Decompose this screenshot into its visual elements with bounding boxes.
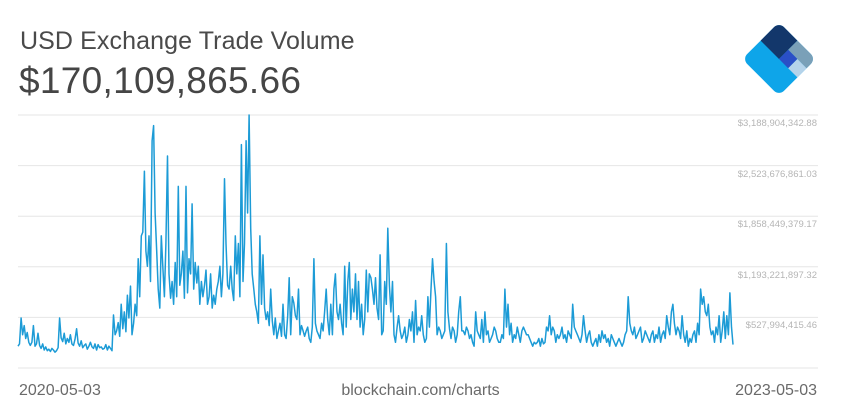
source-link[interactable]: blockchain.com/charts bbox=[341, 382, 500, 399]
current-value: $170,109,865.66 bbox=[19, 60, 302, 101]
y-tick-label: $3,188,904,342.88 bbox=[737, 118, 817, 129]
blockchain-logo-icon bbox=[745, 25, 813, 93]
y-tick-label: $1,193,221,897.32 bbox=[737, 269, 817, 281]
volume-line bbox=[17, 114, 734, 353]
end-date: 2023-05-03 bbox=[735, 382, 817, 399]
start-date: 2020-05-03 bbox=[19, 382, 101, 399]
y-tick-label: $1,858,449,379.17 bbox=[737, 219, 817, 231]
chart-title: USD Exchange Trade Volume bbox=[20, 27, 355, 55]
y-tick-label: $2,523,676,861.03 bbox=[737, 168, 817, 180]
y-tick-label: $527,994,415.46 bbox=[745, 320, 817, 332]
